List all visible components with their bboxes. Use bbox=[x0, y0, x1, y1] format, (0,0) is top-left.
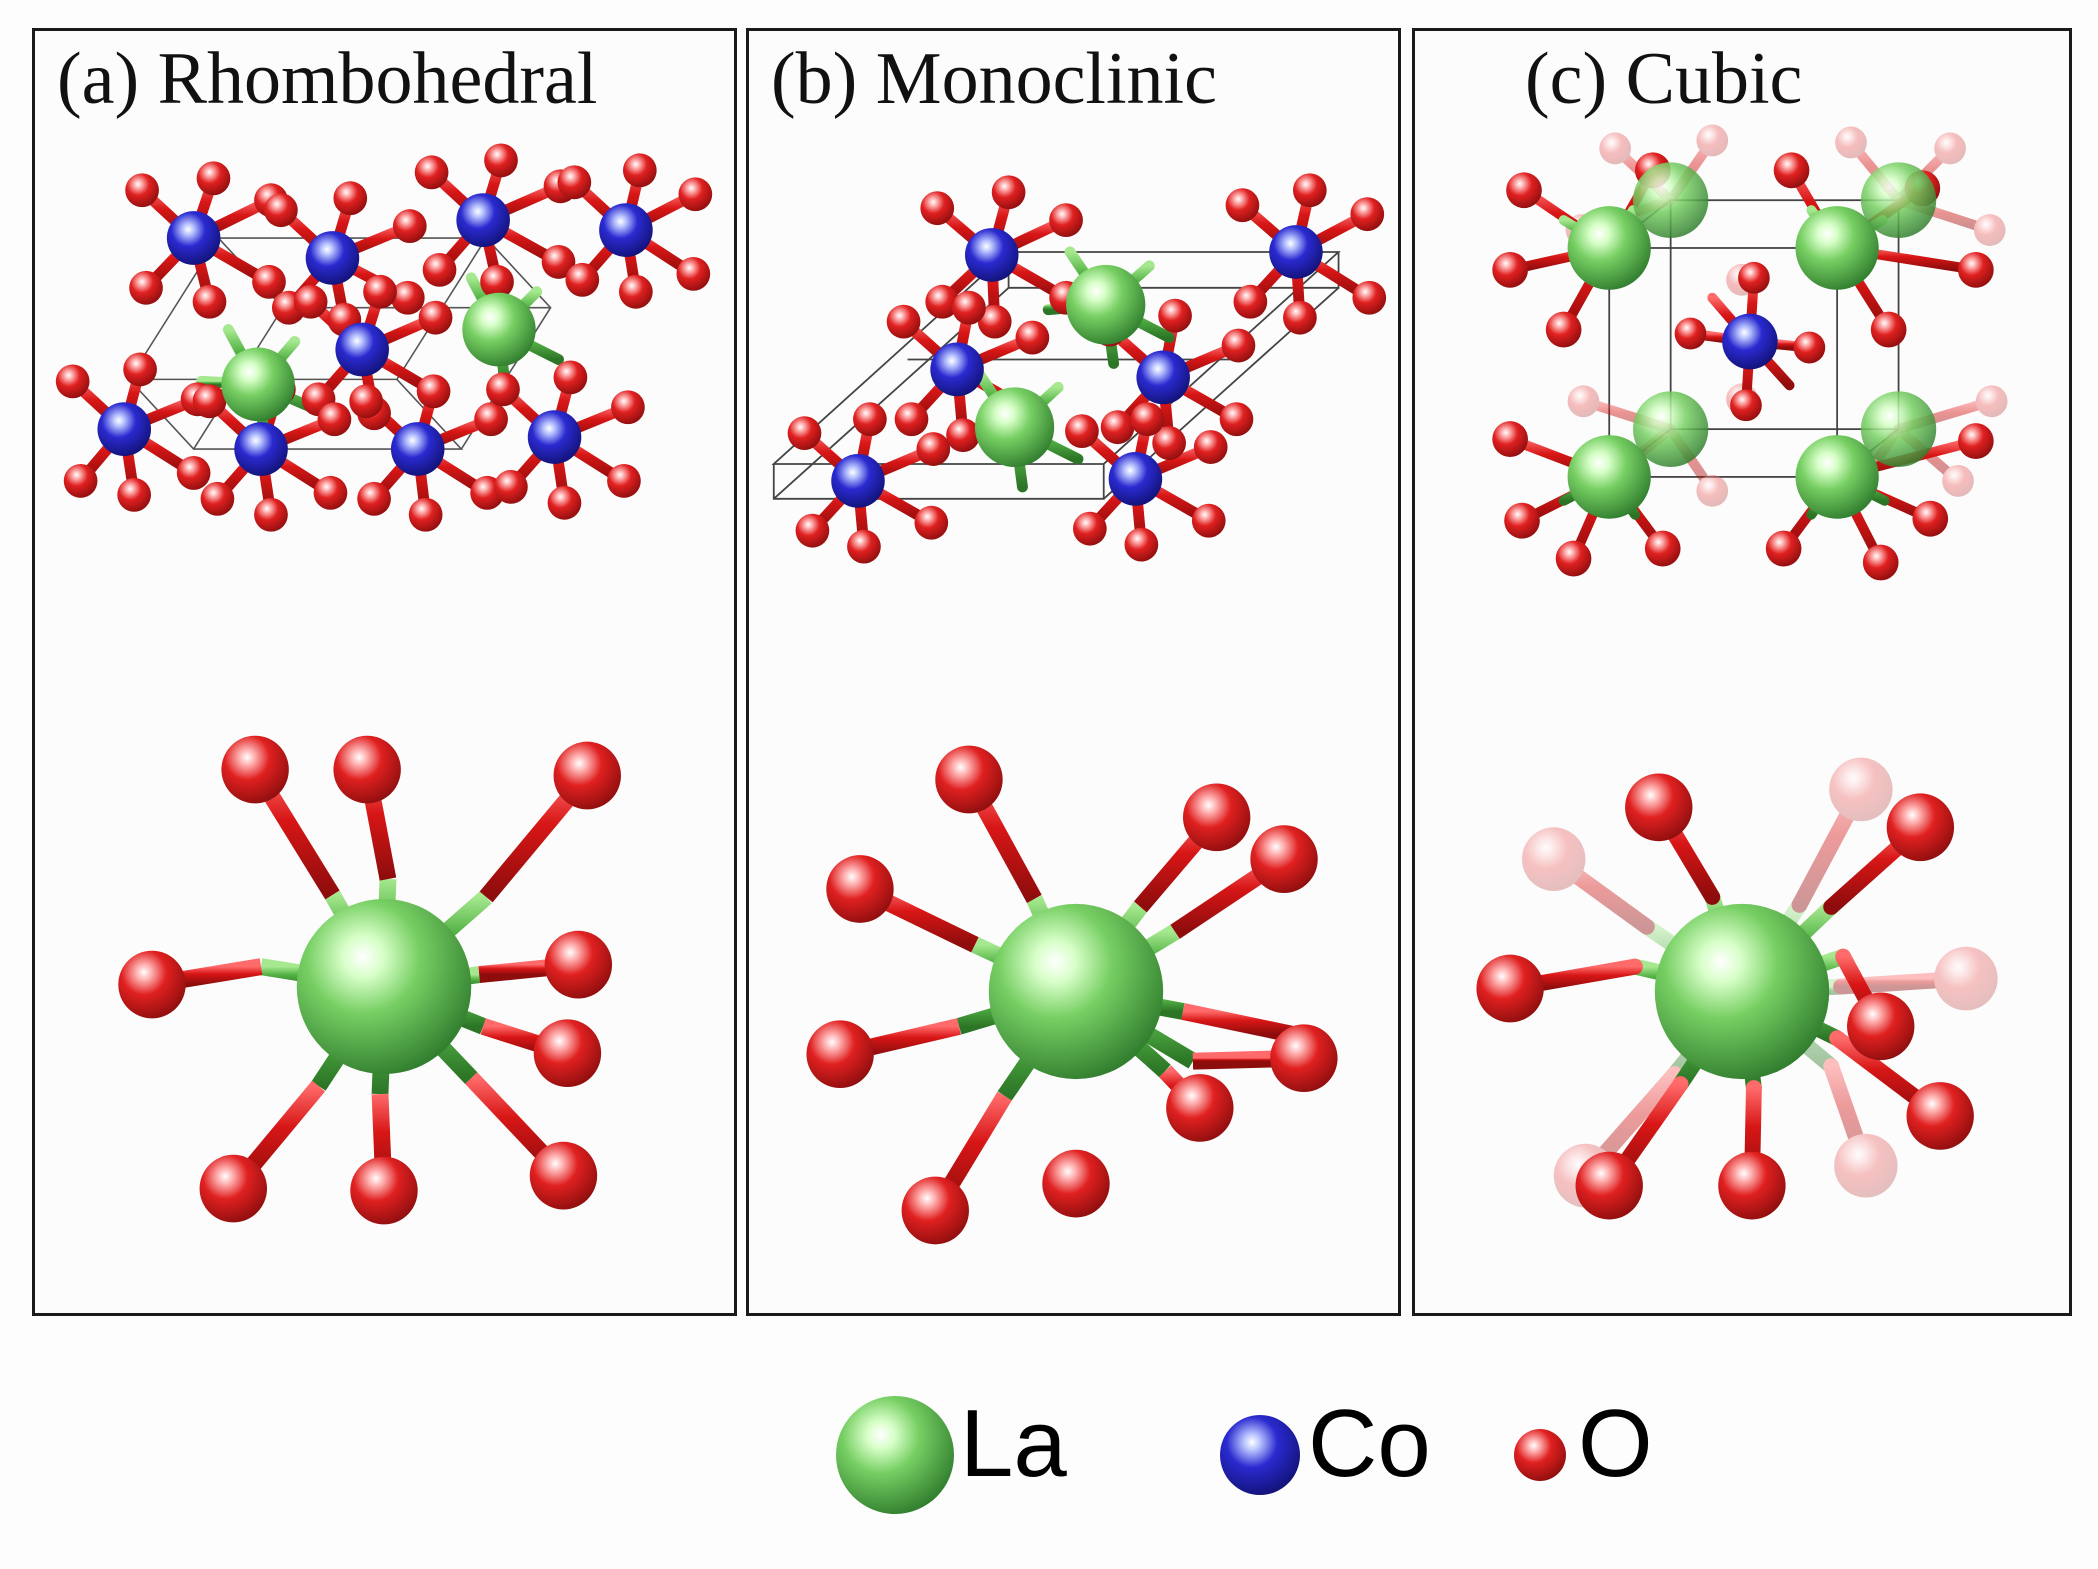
o-atoms-a bbox=[55, 143, 713, 532]
legend: La Co O bbox=[0, 1340, 2098, 1569]
legend-label-co: Co bbox=[1308, 1390, 1431, 1497]
la-atoms-a bbox=[221, 292, 536, 422]
panel-c-label: (c) Cubic bbox=[1525, 38, 1803, 120]
co-sphere-icon bbox=[1220, 1415, 1300, 1495]
la-coordination-polyhedron-a bbox=[118, 735, 621, 1225]
co-atom-body-centre-c bbox=[1722, 313, 1778, 370]
panel-a-label: (a) Rhombohedral bbox=[57, 38, 598, 120]
o-atoms-b bbox=[787, 173, 1387, 564]
panel-c-scene bbox=[1415, 31, 2069, 1313]
panel-cubic: (c) Cubic bbox=[1412, 28, 2072, 1316]
legend-label-la: La bbox=[960, 1390, 1067, 1497]
la-coordination-polyhedron-c bbox=[1476, 757, 1998, 1220]
co-atoms-b bbox=[831, 225, 1323, 508]
panel-rhombohedral: (a) Rhombohedral bbox=[32, 28, 737, 1316]
legend-label-o: O bbox=[1578, 1390, 1653, 1497]
panel-b-label: (b) Monoclinic bbox=[771, 38, 1217, 120]
la-atoms-b bbox=[974, 264, 1146, 467]
o-sphere-icon bbox=[1514, 1429, 1566, 1481]
la-atoms-c bbox=[1567, 162, 1937, 519]
la-coordination-polyhedron-b bbox=[806, 745, 1338, 1245]
co-atoms-a bbox=[97, 193, 653, 476]
la-sphere-icon bbox=[836, 1396, 954, 1514]
panel-b-scene bbox=[749, 31, 1398, 1313]
panel-monoclinic: (b) Monoclinic bbox=[746, 28, 1401, 1316]
panel-a-scene bbox=[35, 31, 734, 1313]
